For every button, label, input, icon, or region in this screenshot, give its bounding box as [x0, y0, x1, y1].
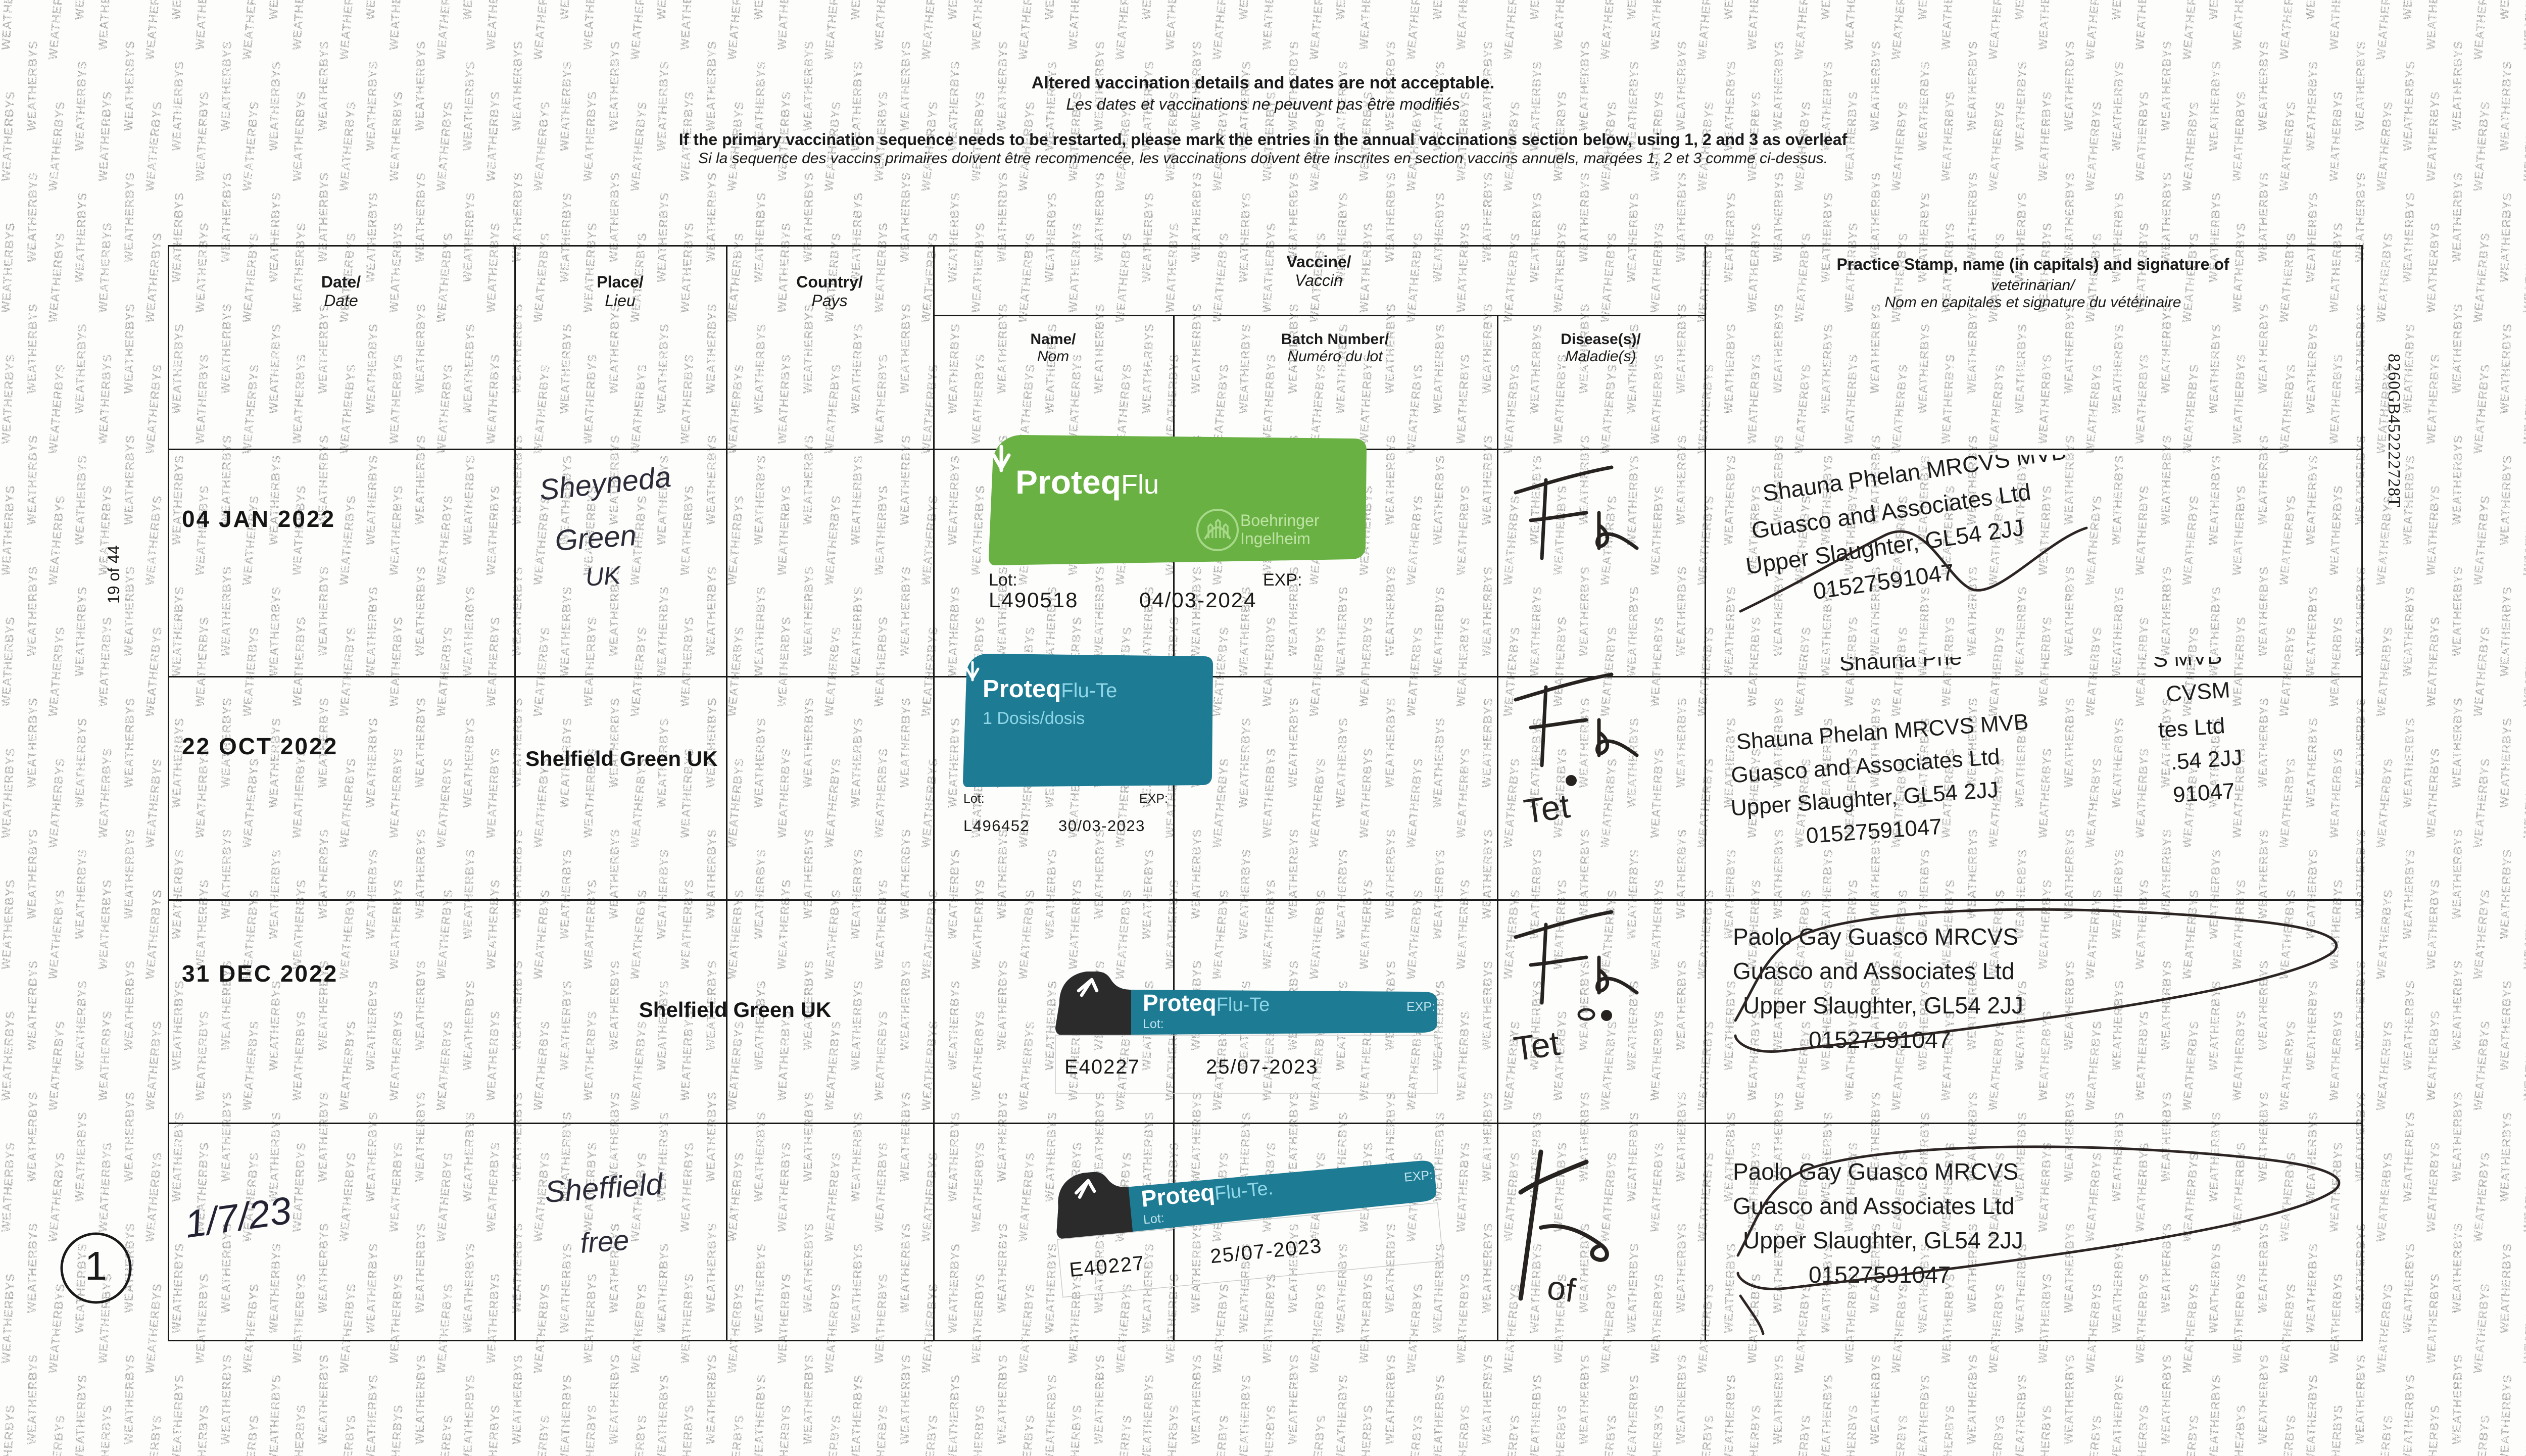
- svg-text:tes Ltd: tes Ltd: [2158, 713, 2226, 743]
- svg-text:Tet: Tet: [1512, 1024, 1563, 1069]
- svg-text:Lot:: Lot:: [989, 570, 1017, 590]
- svg-text:Lot:: Lot:: [1143, 1211, 1165, 1227]
- svg-text:Paolo Gay Guasco MRCVS: Paolo Gay Guasco MRCVS: [1733, 924, 2018, 950]
- svg-text:E40227: E40227: [1068, 1252, 1146, 1281]
- svg-text:Ingelheim: Ingelheim: [1240, 529, 1310, 548]
- svg-text:E40227: E40227: [1064, 1056, 1140, 1078]
- svg-text:ProteqFlu-Te: ProteqFlu-Te: [983, 675, 1117, 703]
- svg-text:EXP:: EXP:: [1263, 570, 1302, 590]
- svg-text:Sheyneda: Sheyneda: [538, 460, 673, 507]
- svg-text:Upper Slaughter, GL54 2JJ: Upper Slaughter, GL54 2JJ: [1743, 992, 2023, 1018]
- svg-text:Tet: Tet: [1522, 787, 1573, 831]
- svg-text:Upper Slaughter, GL54 2JJ: Upper Slaughter, GL54 2JJ: [1743, 1227, 2023, 1253]
- svg-text:.54 2JJ: .54 2JJ: [2170, 745, 2243, 775]
- svg-text:1 Dosis/dosis: 1 Dosis/dosis: [983, 709, 1085, 728]
- svg-text:Green: Green: [554, 519, 637, 557]
- svg-text:EXP:: EXP:: [1406, 1000, 1435, 1014]
- svg-text:S MVB: S MVB: [2152, 657, 2222, 672]
- svg-text:25/07-2023: 25/07-2023: [1209, 1235, 1323, 1268]
- svg-text:25/07-2023: 25/07-2023: [1206, 1056, 1318, 1078]
- svg-text:Guasco and Associates Ltd: Guasco and Associates Ltd: [1733, 1193, 2014, 1219]
- svg-text:L490518: L490518: [989, 588, 1079, 611]
- svg-text:01527591047: 01527591047: [1805, 814, 1942, 849]
- svg-text:Sheffield: Sheffield: [544, 1167, 664, 1209]
- svg-text:30/03-2023: 30/03-2023: [1058, 817, 1145, 835]
- svg-text:Lot:: Lot:: [963, 792, 985, 806]
- svg-text:Paolo Gay Guasco MRCVS: Paolo Gay Guasco MRCVS: [1733, 1158, 2018, 1185]
- svg-text:Shauna Phe: Shauna Phe: [1839, 657, 1962, 676]
- svg-text:CVSM: CVSM: [2165, 677, 2231, 707]
- svg-text:1/7/23: 1/7/23: [182, 1189, 294, 1246]
- svg-text:EXP:: EXP:: [1139, 792, 1168, 806]
- svg-text:EXP:: EXP:: [1403, 1168, 1433, 1185]
- svg-text:UK: UK: [585, 561, 623, 592]
- svg-text:ProteqFlu: ProteqFlu: [1015, 463, 1159, 501]
- svg-text:04/03-2024: 04/03-2024: [1139, 588, 1257, 611]
- svg-text:L496452: L496452: [963, 817, 1030, 835]
- svg-text:91047: 91047: [2172, 779, 2236, 807]
- svg-text:of: of: [1545, 1269, 1578, 1309]
- svg-text:Boehringer: Boehringer: [1240, 511, 1320, 529]
- svg-text:Guasco and Associates Ltd: Guasco and Associates Ltd: [1733, 958, 2014, 984]
- svg-text:free: free: [579, 1224, 630, 1259]
- svg-text:Lot:: Lot:: [1143, 1017, 1164, 1031]
- svg-text:1: 1: [85, 1243, 108, 1288]
